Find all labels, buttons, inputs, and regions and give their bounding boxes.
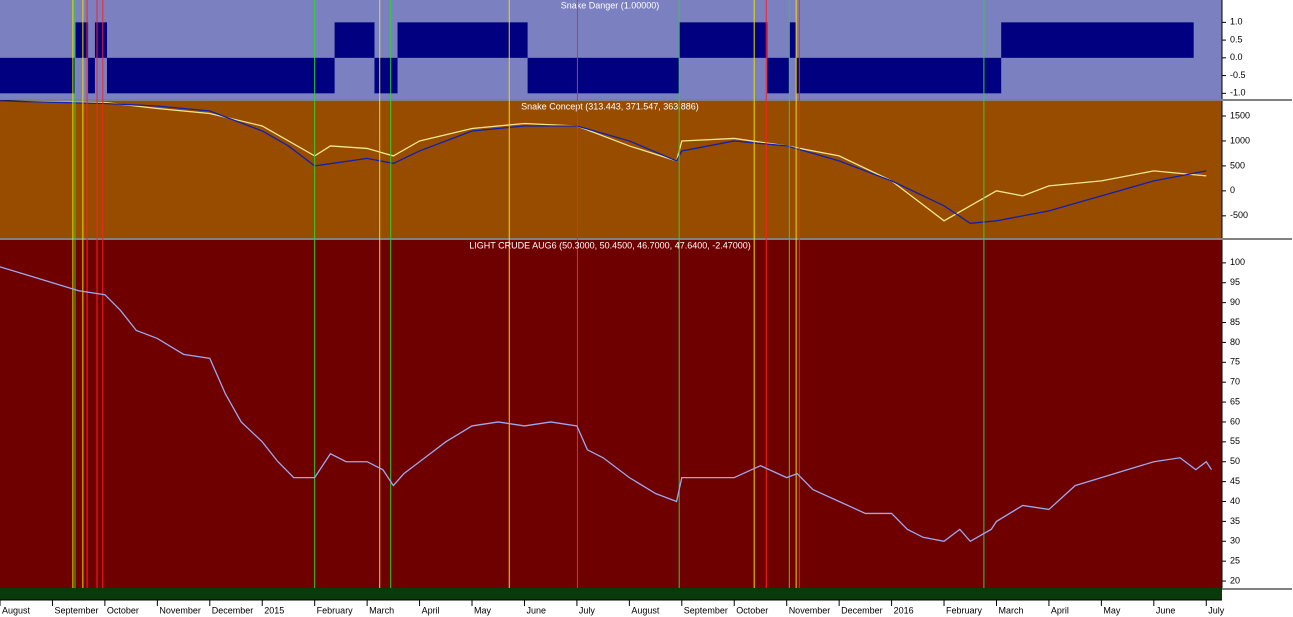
danger-bar: [374, 57, 398, 94]
x-tick-label: December: [212, 605, 254, 615]
x-tick-label: June: [1156, 605, 1176, 615]
y-tick-label: 45: [1230, 476, 1240, 486]
panel-title: Snake Concept (313.443, 371.547, 363.886…: [521, 101, 699, 111]
y-tick-label: 0.0: [1230, 52, 1243, 62]
danger-bar: [789, 22, 797, 58]
danger-bar: [0, 57, 75, 94]
panel-background: [0, 101, 1222, 238]
y-tick-label: -500: [1230, 210, 1248, 220]
y-tick-label: 60: [1230, 416, 1240, 426]
danger-bar: [767, 57, 790, 94]
x-tick-label: May: [474, 605, 492, 615]
x-tick-label: February: [317, 605, 354, 615]
x-tick-label: November: [159, 605, 201, 615]
y-tick-label: 1.0: [1230, 17, 1243, 27]
x-tick-label: May: [1103, 605, 1121, 615]
x-tick-label: June: [526, 605, 546, 615]
x-tick-label: October: [736, 605, 768, 615]
x-tick-label: August: [631, 605, 660, 615]
y-tick-label: 75: [1230, 357, 1240, 367]
series-line: [0, 266, 1213, 543]
x-tick-label: 2015: [264, 605, 284, 615]
y-tick-label: 1000: [1230, 135, 1250, 145]
y-tick-label: 0: [1230, 185, 1235, 195]
x-tick-label: September: [54, 605, 98, 615]
signal-strip: [0, 588, 1222, 600]
x-tick-label: July: [1208, 605, 1225, 615]
x-tick-label: April: [422, 605, 440, 615]
danger-bar: [74, 22, 89, 58]
panel-title: LIGHT CRUDE AUG6 (50.3000, 50.4500, 46.7…: [469, 240, 751, 250]
danger-bar: [1001, 22, 1194, 58]
y-tick-label: 25: [1230, 556, 1240, 566]
y-tick-label: 65: [1230, 396, 1240, 406]
y-tick-label: 500: [1230, 160, 1245, 170]
y-tick-label: -1.0: [1230, 88, 1246, 98]
x-tick-label: October: [107, 605, 139, 615]
y-tick-label: 0.5: [1230, 34, 1243, 44]
y-tick-label: 55: [1230, 436, 1240, 446]
danger-bar: [679, 22, 768, 58]
panel-title: Snake Danger (1.00000): [561, 0, 660, 10]
y-tick-label: 30: [1230, 536, 1240, 546]
danger-bar: [527, 57, 680, 94]
y-tick-label: 40: [1230, 496, 1240, 506]
danger-bar: [106, 57, 335, 94]
x-tick-label: September: [684, 605, 728, 615]
x-tick-label: 2016: [894, 605, 914, 615]
x-tick-label: July: [579, 605, 596, 615]
x-tick-label: February: [946, 605, 983, 615]
y-tick-label: 70: [1230, 377, 1240, 387]
panel-background: [0, 240, 1222, 588]
y-tick-label: 80: [1230, 337, 1240, 347]
x-tick-label: November: [789, 605, 831, 615]
x-tick-label: March: [369, 605, 394, 615]
danger-bar: [88, 57, 95, 94]
x-tick-label: December: [841, 605, 883, 615]
danger-bar: [796, 57, 1002, 94]
y-tick-label: 85: [1230, 317, 1240, 327]
x-tick-label: March: [998, 605, 1023, 615]
danger-bar: [397, 22, 528, 58]
y-tick-label: 1500: [1230, 110, 1250, 120]
y-tick-label: 95: [1230, 277, 1240, 287]
y-tick-label: -0.5: [1230, 70, 1246, 80]
y-tick-label: 90: [1230, 297, 1240, 307]
x-tick-label: August: [2, 605, 31, 615]
series-line: [0, 100, 1207, 224]
y-tick-label: 35: [1230, 516, 1240, 526]
y-tick-label: 100: [1230, 257, 1245, 267]
y-tick-label: 50: [1230, 456, 1240, 466]
y-tick-label: 20: [1230, 575, 1240, 585]
x-tick-label: April: [1051, 605, 1069, 615]
danger-bar: [334, 22, 375, 58]
danger-bar: [94, 22, 107, 58]
